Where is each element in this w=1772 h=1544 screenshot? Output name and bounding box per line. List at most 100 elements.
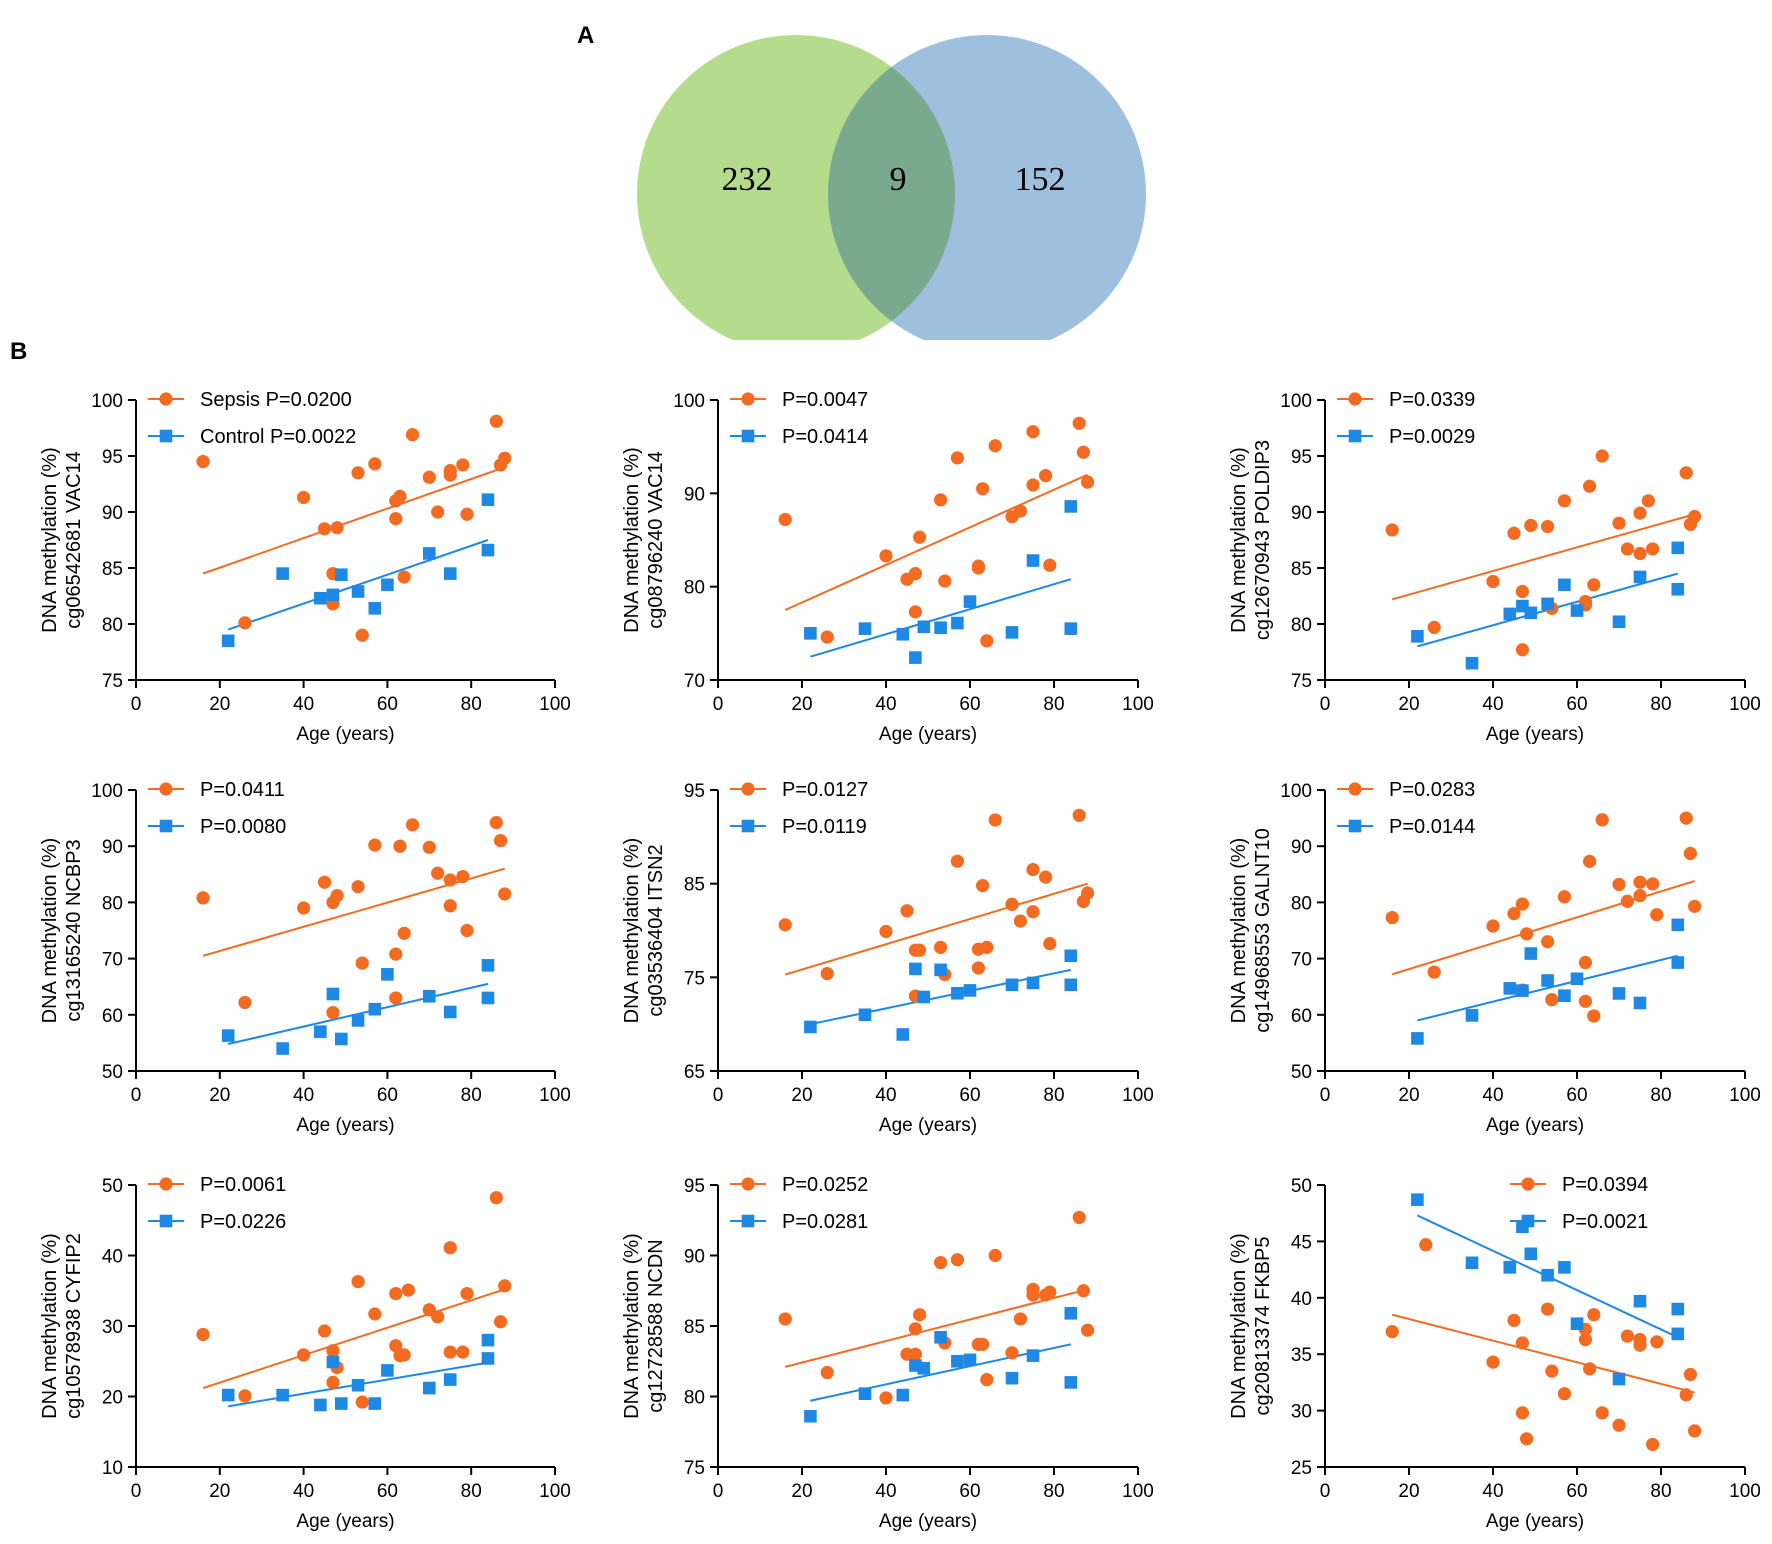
sepsis-data-point	[913, 530, 927, 544]
x-tick-label: 80	[1650, 1481, 1671, 1502]
x-tick-label: 20	[1398, 1481, 1419, 1502]
control-data-point	[1633, 1294, 1647, 1308]
y-tick-label: 10	[102, 1458, 123, 1479]
sepsis-data-point	[1043, 1285, 1057, 1299]
control-data-point	[351, 1378, 365, 1392]
sepsis-data-point	[297, 490, 311, 505]
control-data-point	[335, 568, 348, 582]
control-data-point	[917, 1362, 931, 1375]
control-data-point	[1516, 984, 1529, 997]
x-axis-label: Age (years)	[296, 1115, 394, 1136]
sepsis-data-point	[493, 1315, 508, 1329]
control-data-point	[1064, 500, 1078, 513]
sepsis-data-point	[1620, 542, 1634, 556]
y-tick-label: 90	[684, 484, 705, 505]
sepsis-data-point	[1633, 546, 1647, 561]
control-data-point	[326, 987, 340, 1001]
control-data-point	[1671, 1327, 1685, 1341]
scatter-chart-1: 75 80 85 90 95 100 0 20 40 60 80 100 Age (years) DNA …	[39, 389, 571, 745]
sepsis-data-point	[1641, 494, 1655, 508]
sepsis-data-point	[238, 616, 252, 630]
x-tick-label: 60	[1566, 1481, 1587, 1502]
scatter-chart-7: 10 20 30 40 50 0 20 40 60 80 100 Age (years) DNA met…	[39, 1174, 571, 1532]
control-data-point	[221, 1029, 235, 1042]
sepsis-data-point	[1578, 955, 1592, 970]
sepsis-regression-line	[202, 466, 506, 575]
sepsis-data-point	[1688, 509, 1702, 524]
sepsis-data-point	[330, 889, 344, 903]
x-tick-label: 100	[1729, 694, 1761, 715]
sepsis-data-point	[196, 891, 210, 905]
sepsis-data-point	[1026, 478, 1040, 492]
control-data-point	[963, 1353, 977, 1367]
sepsis-data-point	[1507, 907, 1521, 921]
sepsis-data-point	[456, 458, 470, 472]
y-tick-label: 75	[684, 1458, 705, 1479]
control-data-point	[1064, 949, 1078, 963]
sepsis-data-point	[950, 1253, 965, 1267]
sepsis-data-point	[1507, 526, 1521, 540]
y-tick-label: 100	[91, 391, 123, 412]
control-data-point	[917, 990, 931, 1004]
x-tick-label: 80	[1043, 1481, 1064, 1502]
sepsis-data-point	[1515, 1336, 1529, 1350]
sepsis-data-point	[1557, 890, 1571, 904]
sepsis-data-point	[1524, 518, 1538, 533]
sepsis-regression-line	[1391, 1313, 1695, 1394]
y-tick-label: 75	[1291, 671, 1312, 692]
sepsis-data-point	[1633, 506, 1647, 520]
sepsis-data-point	[498, 887, 512, 901]
sepsis-data-point	[493, 833, 508, 848]
y-tick-label: 40	[102, 1247, 123, 1268]
sepsis-data-point	[397, 926, 411, 940]
sepsis-data-point	[397, 1348, 411, 1362]
sepsis-data-point	[489, 815, 503, 830]
sepsis-data-point	[1039, 469, 1053, 483]
legend-label: P=0.0281	[782, 1211, 868, 1233]
y-tick-label: 70	[1291, 950, 1312, 971]
sepsis-data-point	[908, 605, 923, 619]
sepsis-data-point	[1612, 877, 1626, 892]
x-tick-label: 60	[377, 1085, 398, 1106]
x-tick-label: 0	[713, 1481, 724, 1502]
x-tick-label: 80	[461, 694, 482, 715]
y-tick-label: 95	[1291, 447, 1312, 468]
y-axis-sublabel: cg20813374 FKBP5	[1252, 1236, 1274, 1415]
sepsis-data-point	[980, 940, 994, 954]
y-tick-label: 50	[102, 1176, 123, 1197]
control-data-point	[896, 1028, 910, 1041]
legend-marker	[1348, 392, 1362, 406]
control-data-point	[1064, 1376, 1078, 1389]
scatter-chart-9: 25 30 35 40 45 50 0 20 40 60 80 100 Age (years) DNA m…	[1228, 1174, 1761, 1532]
legend-marker	[741, 392, 755, 406]
control-data-point	[1558, 578, 1571, 592]
legend-label: P=0.0144	[1389, 816, 1475, 838]
x-tick-label: 100	[1122, 1481, 1154, 1502]
x-tick-label: 40	[1482, 1085, 1503, 1106]
y-tick-label: 50	[102, 1062, 123, 1083]
y-axis-sublabel: cg08796240 VAC14	[645, 451, 667, 629]
legend-marker	[741, 1214, 755, 1228]
sepsis-data-point	[1026, 905, 1040, 919]
sepsis-data-point	[351, 880, 365, 894]
control-data-point	[221, 1388, 235, 1402]
legend-marker	[741, 782, 755, 796]
control-data-point	[1005, 626, 1019, 639]
sepsis-data-point	[820, 630, 834, 644]
sepsis-data-point	[1587, 1308, 1601, 1322]
x-tick-label: 100	[539, 694, 571, 715]
sepsis-data-point	[326, 1375, 340, 1389]
x-axis-label: Age (years)	[296, 724, 394, 745]
sepsis-data-point	[1633, 1338, 1647, 1352]
scatter-chart-3: 75 80 85 90 95 100 0 20 40 60 80 100 Age (years) DNA …	[1228, 389, 1761, 745]
sepsis-data-point	[1587, 1009, 1601, 1023]
control-data-point	[368, 602, 382, 615]
control-data-point	[1005, 978, 1019, 992]
x-tick-label: 60	[1566, 694, 1587, 715]
sepsis-data-point	[1005, 1346, 1019, 1360]
sepsis-data-point	[1013, 1312, 1027, 1326]
control-data-point	[351, 1014, 365, 1027]
sepsis-data-point	[1646, 877, 1660, 891]
scatter-chart-6: 50 60 70 80 90 100 0 20 40 60 80 100 Age (years) DNA …	[1228, 779, 1761, 1136]
sepsis-data-point	[1646, 1437, 1660, 1452]
